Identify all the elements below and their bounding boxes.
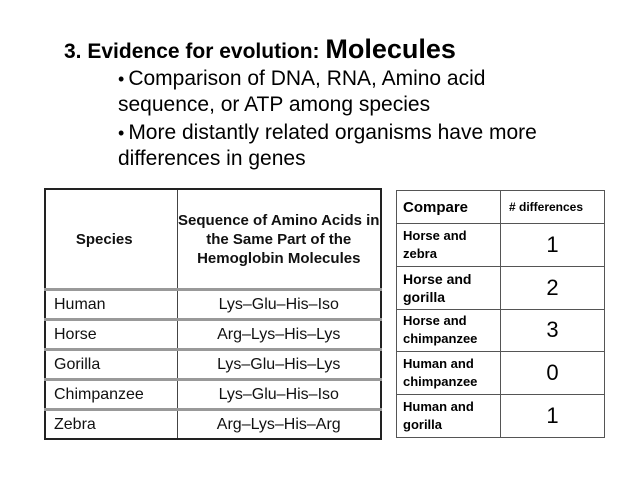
table-row: Horse Arg–Lys–His–Lys xyxy=(44,318,382,350)
comparison-pair-cell: Horse and gorilla xyxy=(396,265,501,310)
sequence-cell: Arg–Lys–His–Lys xyxy=(176,318,382,350)
bullet-text: Comparison of DNA, RNA, Amino acid seque… xyxy=(118,67,486,116)
bullet-item: • More distantly related organisms have m… xyxy=(118,120,588,172)
bullet-text: More distantly related organisms have mo… xyxy=(118,121,537,170)
table-row: Horse and chimpanzee 3 xyxy=(396,308,605,353)
bullet-list: • Comparison of DNA, RNA, Amino acid sequ… xyxy=(118,66,588,174)
species-cell: Chimpanzee xyxy=(44,378,178,410)
species-cell: Gorilla xyxy=(44,348,178,380)
comparison-pair-cell: Horse and chimpanzee xyxy=(396,308,501,353)
sequence-cell: Lys–Glu–His–Iso xyxy=(176,288,382,320)
bullet-marker: • xyxy=(118,123,125,143)
table-row: Horse and zebra 1 xyxy=(396,223,605,267)
difference-count-cell: 2 xyxy=(500,265,605,310)
table-header-row: Species Sequence of Amino Acids in the S… xyxy=(44,188,382,290)
comparison-pair-cell: Human and chimpanzee xyxy=(396,351,501,396)
table-row: Human and chimpanzee 0 xyxy=(396,351,605,396)
bullet-item: • Comparison of DNA, RNA, Amino acid sequ… xyxy=(118,66,588,118)
table-row: Chimpanzee Lys–Glu–His–Iso xyxy=(44,378,382,410)
sequence-cell: Arg–Lys–His–Arg xyxy=(176,408,382,439)
header-differences: # differences xyxy=(500,190,605,224)
slide-title: 3. Evidence for evolution: Molecules xyxy=(64,34,456,65)
slide-title-prefix: 3. Evidence for evolution: xyxy=(64,40,320,63)
bullet-marker: • xyxy=(118,69,125,89)
comparison-pair-cell: Human and gorilla xyxy=(396,394,501,438)
hemoglobin-sequence-table: Species Sequence of Amino Acids in the S… xyxy=(44,188,382,440)
header-compare: Compare xyxy=(396,190,501,224)
table-row: Gorilla Lys–Glu–His–Lys xyxy=(44,348,382,380)
species-cell: Human xyxy=(44,288,178,320)
difference-count-cell: 0 xyxy=(500,351,605,396)
species-cell: Zebra xyxy=(44,408,178,439)
table-row: Zebra Arg–Lys–His–Arg xyxy=(44,408,382,439)
table-header-row: Compare # differences xyxy=(396,190,605,224)
difference-count-cell: 1 xyxy=(500,223,605,267)
sequence-cell: Lys–Glu–His–Lys xyxy=(176,348,382,380)
table-row: Horse and gorilla 2 xyxy=(396,265,605,310)
table-row: Human Lys–Glu–His–Iso xyxy=(44,288,382,320)
difference-count-cell: 1 xyxy=(500,394,605,438)
table-row: Human and gorilla 1 xyxy=(396,394,605,438)
species-cell: Horse xyxy=(44,318,178,350)
difference-count-cell: 3 xyxy=(500,308,605,353)
slide-title-emphasis: Molecules xyxy=(325,34,456,64)
comparison-pair-cell: Horse and zebra xyxy=(396,223,501,267)
header-species: Species xyxy=(44,188,178,290)
sequence-cell: Lys–Glu–His–Iso xyxy=(176,378,382,410)
differences-comparison-table: Compare # differences Horse and zebra 1 … xyxy=(396,190,605,438)
header-sequence: Sequence of Amino Acids in the Same Part… xyxy=(176,188,382,290)
